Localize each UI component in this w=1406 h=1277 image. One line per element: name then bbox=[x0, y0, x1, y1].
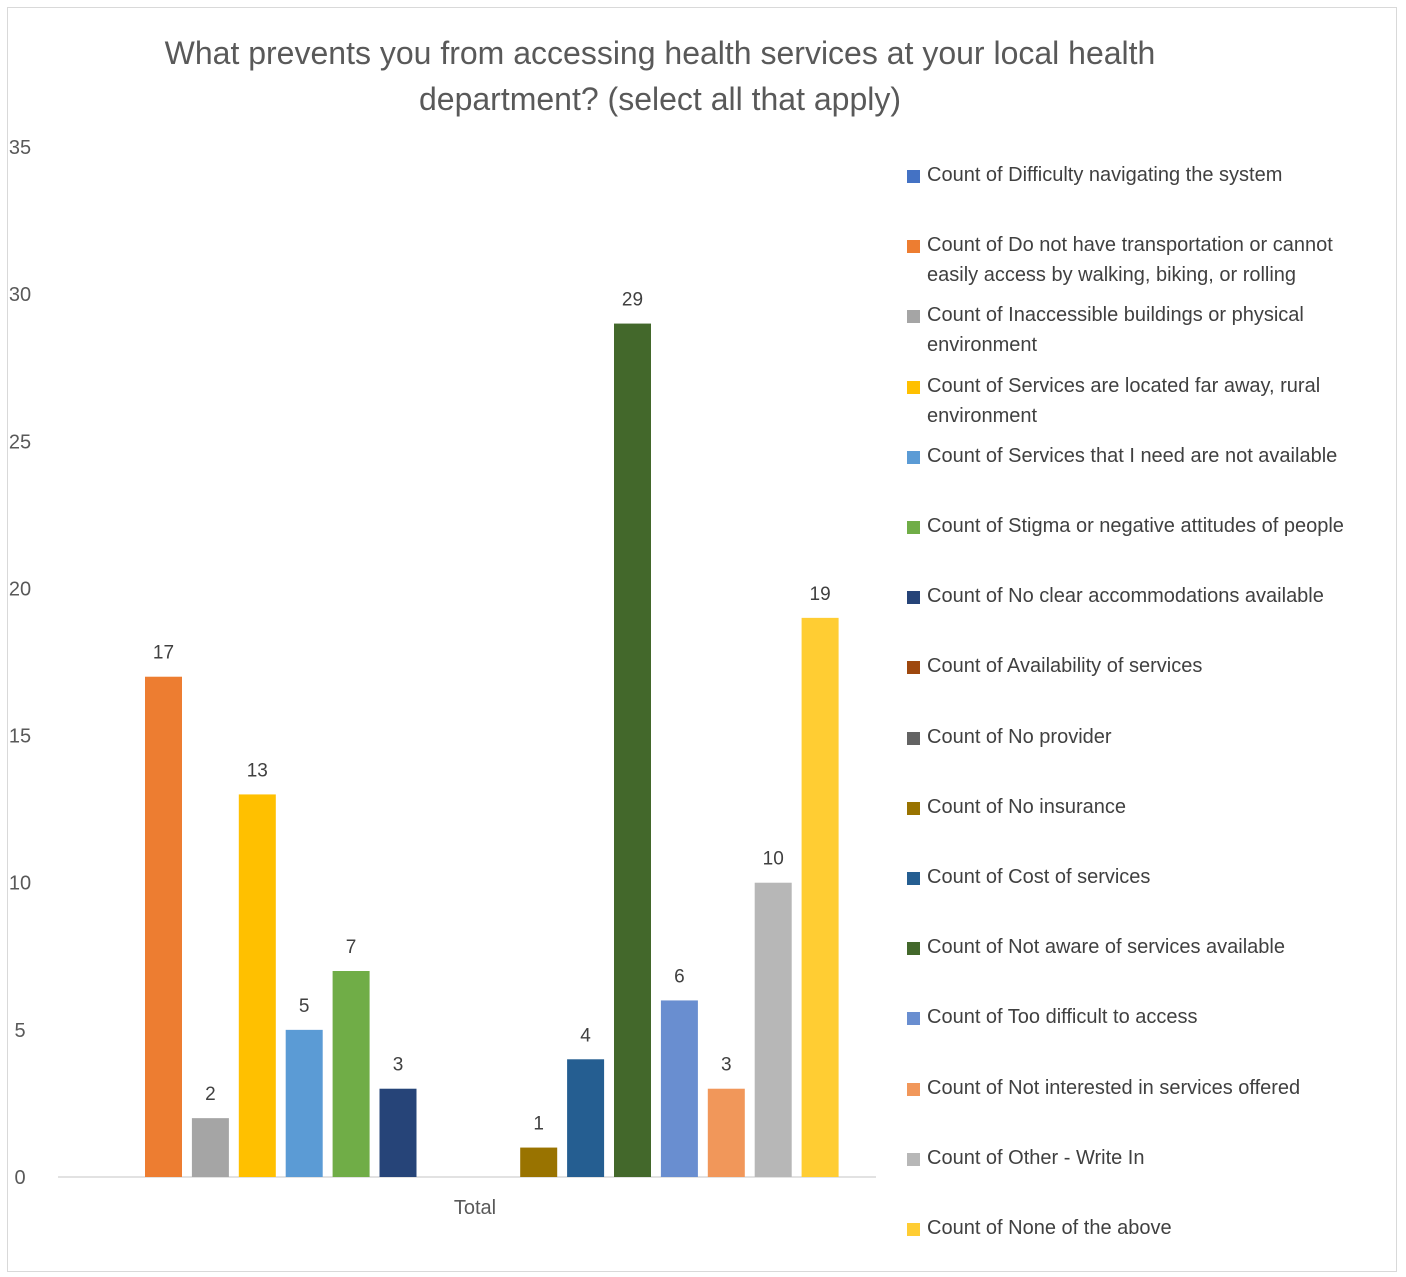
y-tick-label: 0 bbox=[14, 1167, 25, 1189]
legend-label: Count of Other - Write In bbox=[927, 1146, 1145, 1169]
legend-label: Count of No clear accommodations availab… bbox=[927, 585, 1324, 608]
legend-label: Count of Do not have transportation or c… bbox=[927, 234, 1333, 287]
legend-label: Count of Difficulty navigating the syste… bbox=[927, 164, 1283, 186]
data-label: 3 bbox=[721, 1055, 732, 1076]
legend-item[interactable]: Count of Stigma or negative attitudes of… bbox=[907, 511, 1387, 541]
legend-item[interactable]: Count of Not interested in services offe… bbox=[907, 1073, 1387, 1103]
data-label: 3 bbox=[393, 1055, 404, 1076]
data-label: 19 bbox=[810, 584, 831, 605]
legend-item[interactable]: Count of Services that I need are not av… bbox=[907, 441, 1387, 471]
y-tick-label: 30 bbox=[9, 284, 31, 306]
x-tick-label: Total bbox=[454, 1197, 496, 1219]
legend-label: Count of Too difficult to access bbox=[927, 1006, 1198, 1029]
legend-label: Count of Cost of services bbox=[927, 866, 1151, 888]
legend-swatch bbox=[907, 661, 920, 675]
bar[interactable] bbox=[145, 676, 182, 1177]
legend-label: Count of Availability of services bbox=[927, 655, 1203, 678]
legend-swatch bbox=[907, 1223, 920, 1236]
bar[interactable] bbox=[285, 1029, 323, 1177]
legend-swatch bbox=[907, 801, 920, 815]
chart-title: What prevents you from accessing health … bbox=[164, 35, 1156, 117]
legend-label: Count of Stigma or negative attitudes of… bbox=[927, 515, 1344, 537]
legend-item[interactable]: Count of Cost of services bbox=[907, 862, 1387, 892]
data-label: 2 bbox=[205, 1084, 216, 1105]
bar[interactable] bbox=[379, 1088, 417, 1177]
bar[interactable] bbox=[614, 323, 651, 1178]
y-tick-label: 35 bbox=[9, 137, 31, 159]
legend-label: Count of Not aware of services available bbox=[927, 936, 1285, 959]
legend-label: Count of No insurance bbox=[927, 795, 1127, 818]
legend-swatch bbox=[907, 521, 920, 534]
bar[interactable] bbox=[801, 617, 839, 1177]
legend-item[interactable]: Count of Inaccessible buildings or physi… bbox=[907, 300, 1387, 360]
chart-frame bbox=[7, 7, 1397, 1272]
bar[interactable] bbox=[660, 1000, 698, 1177]
data-label: 4 bbox=[580, 1025, 591, 1046]
data-label: 7 bbox=[346, 937, 357, 958]
legend-swatch bbox=[907, 1012, 920, 1026]
data-label: 17 bbox=[153, 643, 174, 664]
legend-item[interactable]: Count of No insurance bbox=[907, 792, 1387, 822]
legend-swatch bbox=[907, 450, 920, 464]
bar[interactable] bbox=[707, 1088, 745, 1177]
legend-swatch bbox=[907, 310, 920, 324]
bar[interactable] bbox=[520, 1147, 558, 1177]
data-label: 1 bbox=[533, 1114, 544, 1135]
data-label: 6 bbox=[674, 966, 685, 987]
data-label: 29 bbox=[622, 290, 643, 311]
legend-label: Count of None of the above bbox=[927, 1217, 1172, 1239]
legend-item[interactable]: Count of Services are located far away, … bbox=[907, 371, 1387, 431]
bar[interactable] bbox=[238, 794, 276, 1177]
legend-swatch bbox=[907, 1152, 920, 1166]
legend-label: Count of No provider bbox=[927, 725, 1112, 748]
legend-item[interactable]: Count of No provider bbox=[907, 722, 1387, 752]
legend-item[interactable]: Count of Do not have transportation or c… bbox=[907, 230, 1387, 290]
legend-swatch bbox=[907, 872, 920, 885]
bar[interactable] bbox=[332, 971, 370, 1177]
data-label: 13 bbox=[247, 760, 268, 781]
data-label: 10 bbox=[763, 849, 784, 870]
legend-swatch bbox=[907, 170, 920, 183]
y-tick-label: 20 bbox=[9, 578, 31, 600]
legend-item[interactable]: Count of Difficulty navigating the syste… bbox=[907, 160, 1387, 190]
legend-swatch bbox=[907, 731, 920, 745]
bar[interactable] bbox=[567, 1059, 605, 1177]
legend-item[interactable]: Count of Availability of services bbox=[907, 651, 1387, 681]
legend-item[interactable]: Count of None of the above bbox=[907, 1213, 1387, 1243]
y-tick-label: 10 bbox=[9, 873, 31, 895]
legend-label: Count of Services are located far away, … bbox=[927, 374, 1321, 427]
legend-label: Count of Inaccessible buildings or physi… bbox=[927, 304, 1304, 357]
legend-label: Count of Not interested in services offe… bbox=[927, 1076, 1301, 1099]
y-tick-label: 5 bbox=[14, 1020, 25, 1042]
legend-item[interactable]: Count of Not aware of services available bbox=[907, 932, 1387, 962]
y-tick-label: 15 bbox=[9, 726, 31, 748]
legend-swatch bbox=[907, 1082, 920, 1096]
legend-item[interactable]: Count of Too difficult to access bbox=[907, 1002, 1387, 1032]
legend-item[interactable]: Count of No clear accommodations availab… bbox=[907, 581, 1387, 611]
bar[interactable] bbox=[191, 1118, 229, 1177]
legend-swatch bbox=[907, 591, 920, 605]
legend-swatch bbox=[907, 942, 920, 956]
y-tick-label: 25 bbox=[9, 431, 31, 453]
legend-swatch bbox=[907, 240, 920, 254]
bar[interactable] bbox=[754, 882, 792, 1177]
legend-label: Count of Services that I need are not av… bbox=[927, 444, 1338, 467]
data-label: 5 bbox=[299, 996, 310, 1017]
legend-swatch bbox=[907, 380, 920, 394]
legend-item[interactable]: Count of Other - Write In bbox=[907, 1143, 1387, 1173]
